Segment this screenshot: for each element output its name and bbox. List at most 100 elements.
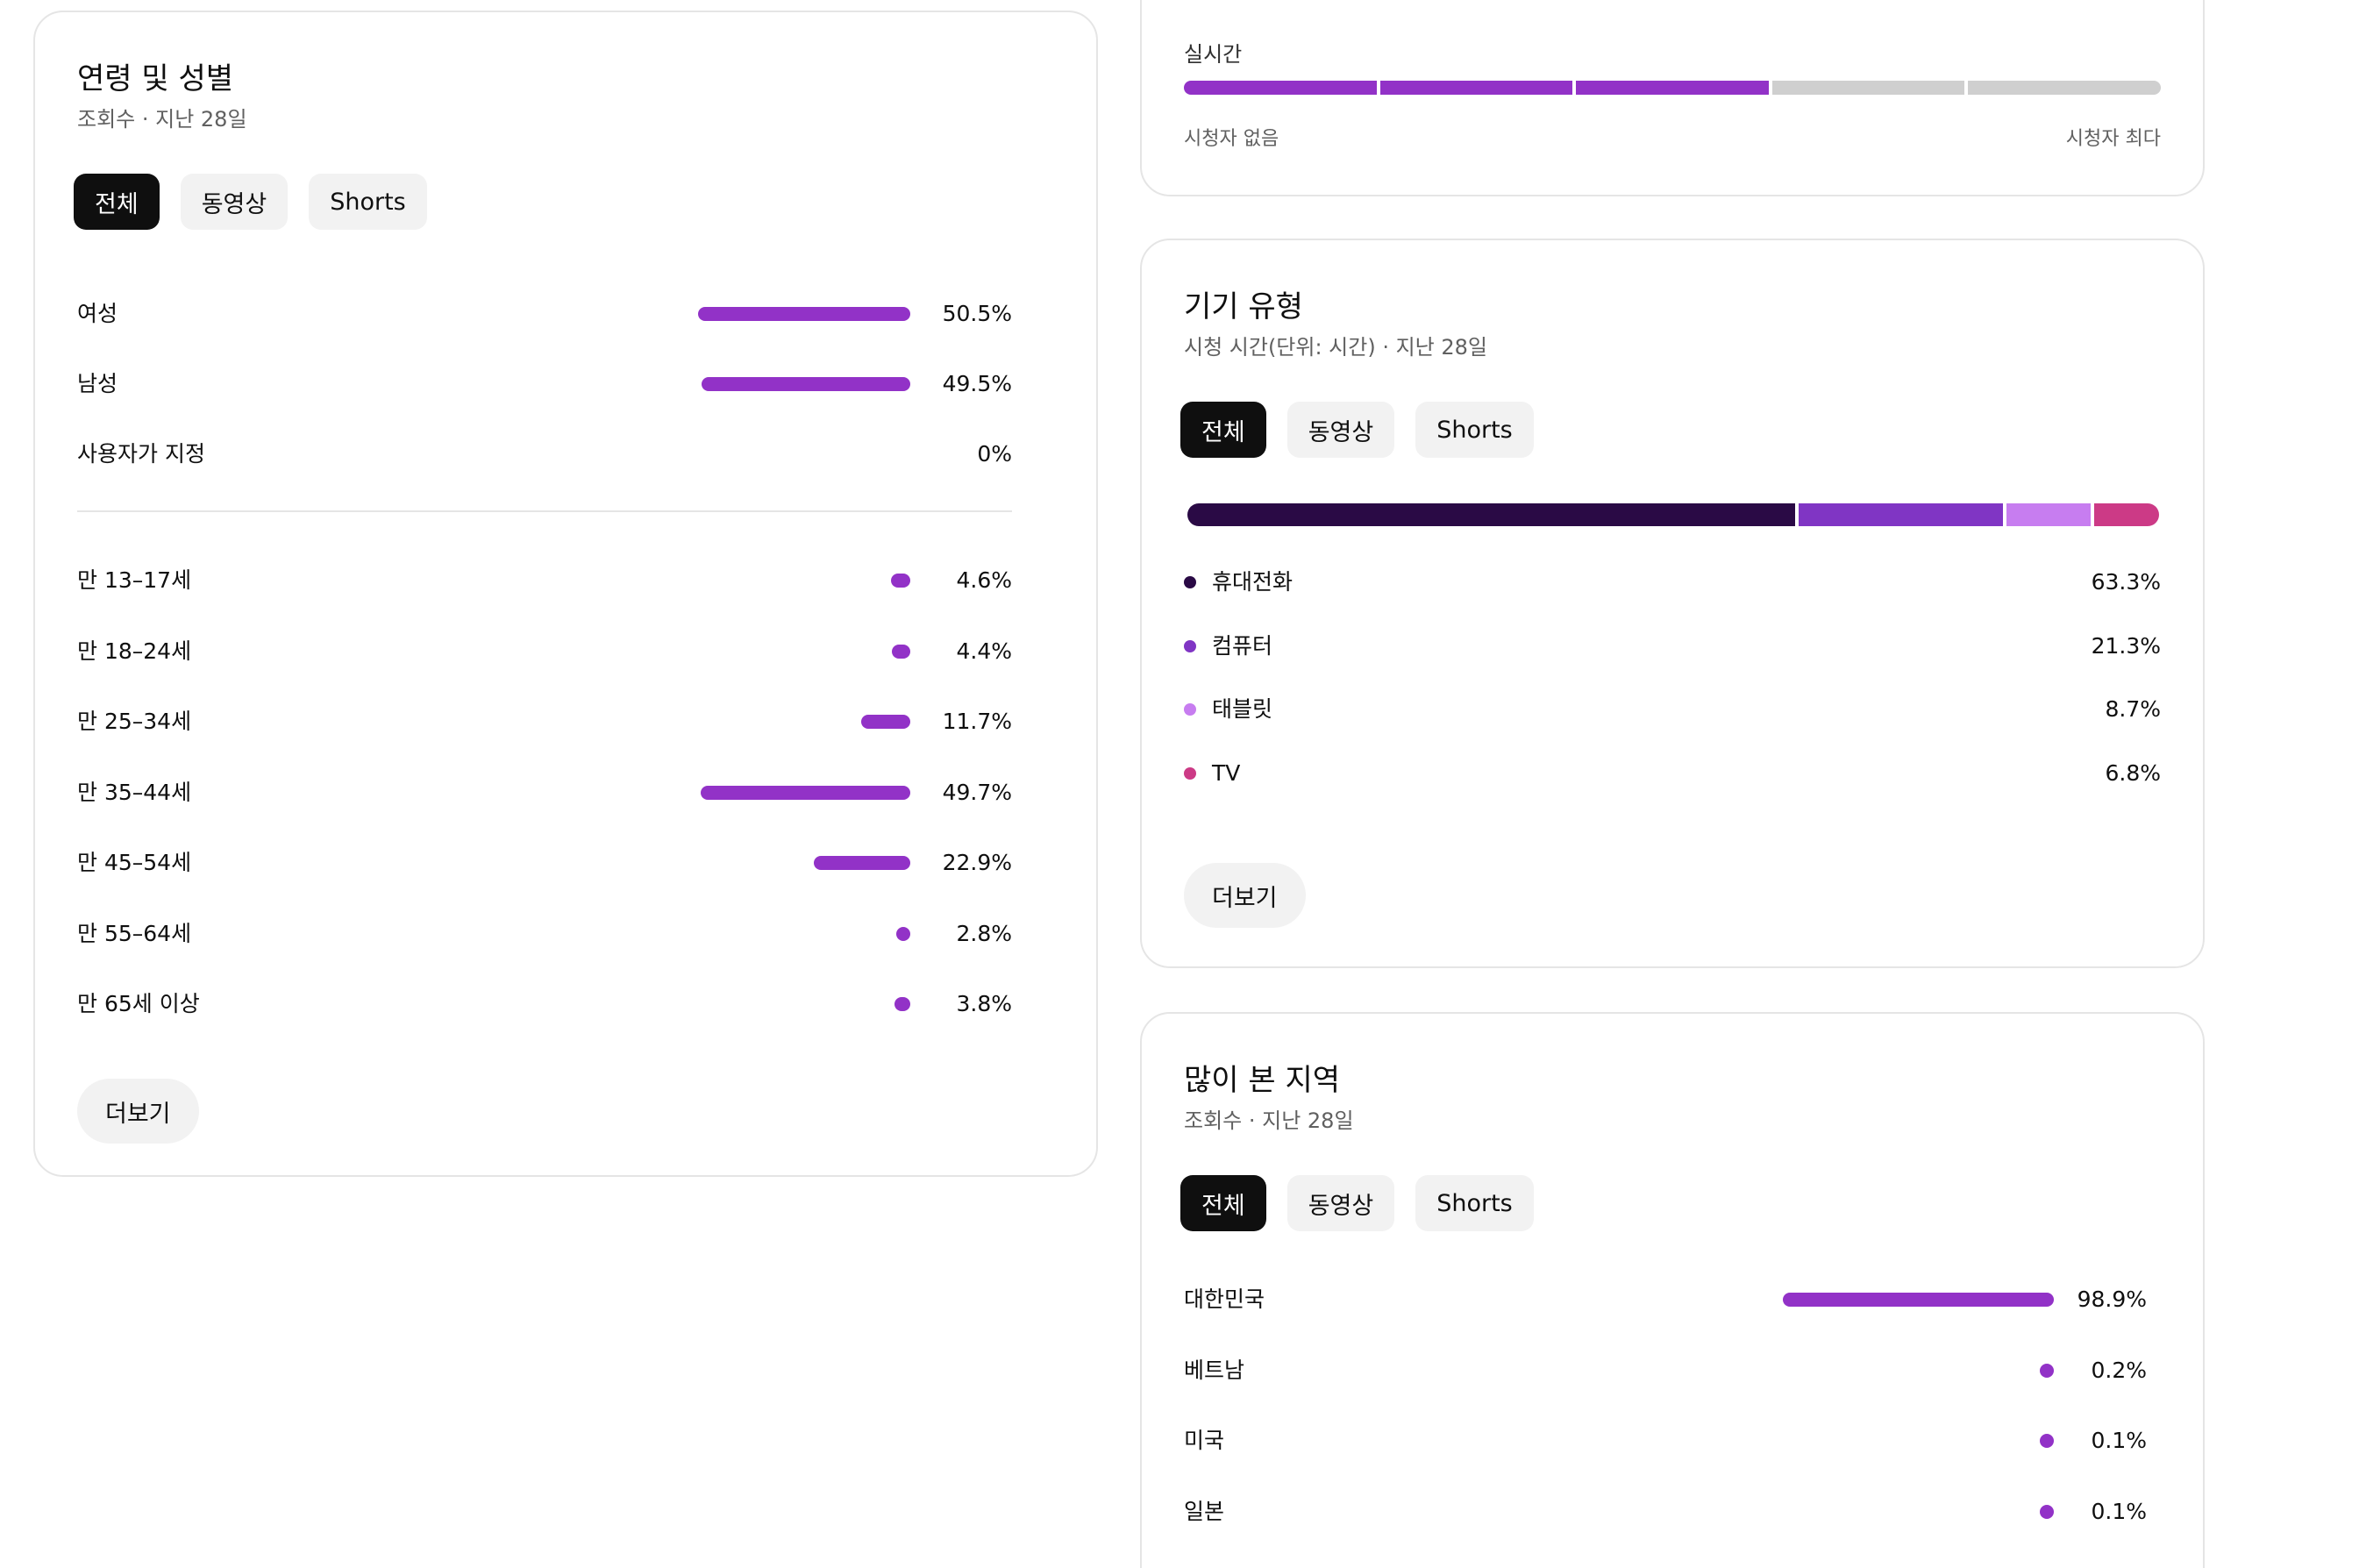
age-bar [890,574,910,588]
device-value: 6.8% [2105,759,2161,786]
device-title: 기기 유형 [1184,289,1303,324]
age-value: 11.7% [942,709,1012,734]
chip-shorts[interactable]: Shorts [1415,402,1534,458]
chip-videos[interactable]: 동영상 [1286,402,1395,458]
device-label: 컴퓨터 [1212,632,1273,659]
age-gender-more-button[interactable]: 더보기 [77,1079,199,1144]
age-label: 만 35–44세 [77,779,192,805]
gender-bar [702,377,910,391]
gender-row: 사용자가 지정 0% [77,437,1012,472]
age-row: 만 25–34세 11.7% [77,704,1012,739]
realtime-segment [1576,81,1769,95]
age-label: 만 13–17세 [77,567,192,593]
region-bar [2040,1504,2054,1519]
gender-label: 사용자가 지정 [77,441,205,467]
age-row: 만 65세 이상 3.8% [77,987,1012,1022]
realtime-segment [1379,81,1573,95]
device-value: 63.3% [2091,569,2161,595]
region-label: 미국 [1184,1428,1225,1453]
age-bar [894,997,910,1011]
realtime-segment [1968,81,2161,95]
region-filter-chips: 전체 동영상 Shorts [1180,1175,1534,1231]
age-label: 만 65세 이상 [77,991,200,1016]
age-gender-title: 연령 및 성별 [77,61,234,96]
chip-videos[interactable]: 동영상 [180,174,289,230]
gender-value: 50.5% [942,301,1012,326]
age-row: 만 55–64세 2.8% [77,916,1012,951]
realtime-max-label: 시청자 최다 [2065,128,2161,150]
device-legend-row: 태블릿 8.7% [1184,692,2161,727]
age-label: 만 55–64세 [77,920,192,946]
realtime-card: 실시간 시청자 없음 시청자 최다 [1140,0,2205,196]
realtime-bars [1184,81,2161,95]
device-more-button[interactable]: 더보기 [1184,863,1306,928]
region-label: 베트남 [1184,1357,1245,1383]
device-legend-row: TV 6.8% [1184,756,2161,791]
age-gender-subtitle: 조회수 · 지난 28일 [77,107,247,132]
age-gender-card: 연령 및 성별 조회수 · 지난 28일 전체 동영상 Shorts 여성 50.… [33,11,1098,1177]
realtime-segment [1184,81,1377,95]
region-label: 대한민국 [1184,1286,1265,1312]
divider [77,510,1012,512]
device-legend-row: 휴대전화 63.3% [1184,565,2161,600]
device-label: TV [1212,759,1241,786]
gender-row: 남성 49.5% [77,367,1012,402]
chip-all[interactable]: 전체 [1180,1175,1266,1231]
gender-bar [697,307,910,321]
top-regions-card: 많이 본 지역 조회수 · 지난 28일 전체 동영상 Shorts 대한민국 9… [1140,1012,2205,1568]
age-bar [896,926,910,941]
age-value: 4.6% [956,567,1012,593]
realtime-min-label: 시청자 없음 [1184,128,1279,150]
region-subtitle: 조회수 · 지난 28일 [1184,1108,1354,1133]
region-label: 일본 [1184,1498,1225,1524]
age-gender-filter-chips: 전체 동영상 Shorts [74,174,427,230]
region-row: 미국 0.1% [1184,1423,2147,1458]
device-subtitle: 시청 시간(단위: 시간) · 지난 28일 [1184,335,1488,360]
age-label: 만 25–34세 [77,709,192,734]
region-row: 대한민국 98.9% [1184,1282,2147,1317]
device-label: 휴대전화 [1212,569,1294,595]
age-label: 만 18–24세 [77,638,192,664]
gender-value: 0% [977,441,1012,467]
device-type-card: 기기 유형 시청 시간(단위: 시간) · 지난 28일 전체 동영상 Shor… [1140,239,2205,968]
age-row: 만 45–54세 22.9% [77,845,1012,880]
age-label: 만 45–54세 [77,850,192,875]
age-value: 4.4% [956,638,1012,664]
legend-dot-icon [1184,639,1196,652]
chip-all[interactable]: 전체 [1180,402,1266,458]
region-value: 0.1% [2091,1428,2147,1453]
region-bar [1783,1293,2054,1307]
device-stack-segment [1187,503,1796,526]
chip-shorts[interactable]: Shorts [309,174,427,230]
region-value: 0.2% [2091,1357,2147,1383]
region-bar [2040,1434,2054,1448]
age-bar [860,715,910,729]
age-row: 만 13–17세 4.6% [77,563,1012,598]
device-stack-segment [2006,503,2091,526]
age-row: 만 18–24세 4.4% [77,634,1012,669]
region-row: 베트남 0.2% [1184,1353,2147,1388]
device-stack-segment [2093,503,2159,526]
gender-label: 여성 [77,301,118,326]
age-value: 22.9% [942,850,1012,875]
age-bar [891,644,910,659]
device-filter-chips: 전체 동영상 Shorts [1180,402,1534,458]
device-legend-row: 컴퓨터 21.3% [1184,629,2161,664]
chip-shorts[interactable]: Shorts [1415,1175,1534,1231]
legend-dot-icon [1184,576,1196,588]
realtime-segment [1771,81,1965,95]
device-stacked-bar [1187,503,2159,526]
chip-all[interactable]: 전체 [74,174,160,230]
age-row: 만 35–44세 49.7% [77,775,1012,810]
chip-videos[interactable]: 동영상 [1286,1175,1395,1231]
gender-label: 남성 [77,371,118,396]
age-bar [814,856,910,870]
age-value: 2.8% [956,920,1012,946]
gender-value: 49.5% [942,371,1012,396]
age-value: 49.7% [942,779,1012,805]
device-value: 8.7% [2105,696,2161,722]
region-value: 0.1% [2091,1498,2147,1524]
device-stack-segment [1799,503,2004,526]
age-value: 3.8% [956,991,1012,1016]
region-title: 많이 본 지역 [1184,1063,1341,1098]
